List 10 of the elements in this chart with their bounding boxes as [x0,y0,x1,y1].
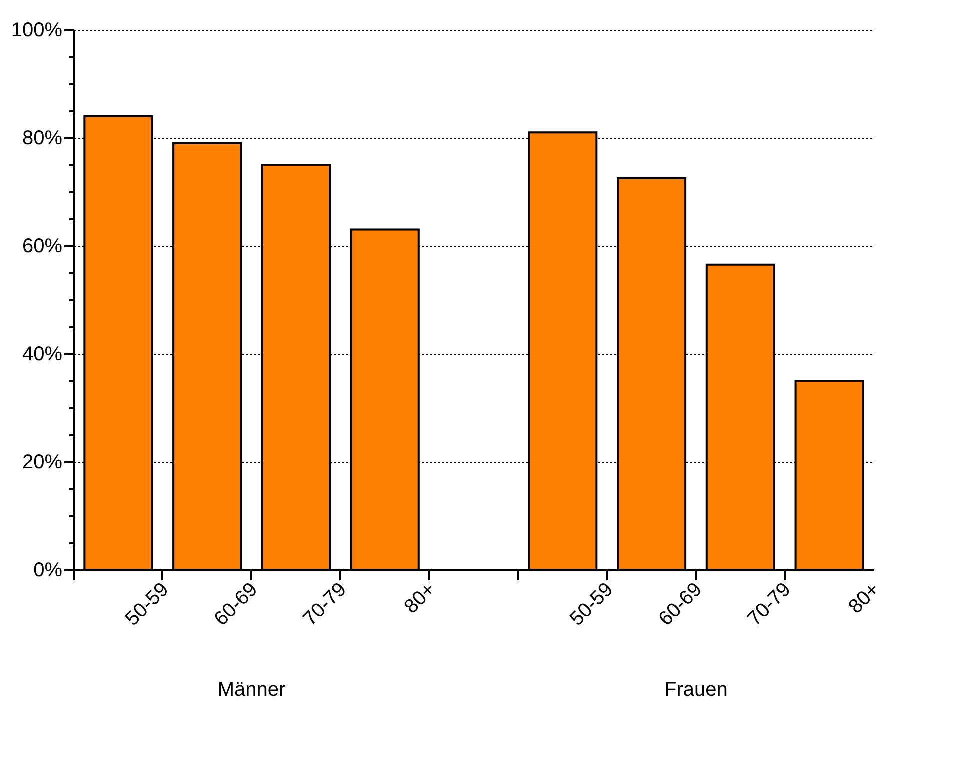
x-tick-label: 80+ [400,578,440,618]
y-tick-label: 40% [22,344,63,366]
y-tick-label: 100% [11,20,63,42]
y-tick-label: 0% [34,560,63,582]
x-tick-label: 80+ [844,578,884,618]
y-tick-label: 20% [22,452,63,474]
text: Männer [218,679,286,701]
y-tick-label: 80% [22,128,63,150]
text: Frauen [664,679,728,701]
y-tick-label: 60% [22,236,63,258]
